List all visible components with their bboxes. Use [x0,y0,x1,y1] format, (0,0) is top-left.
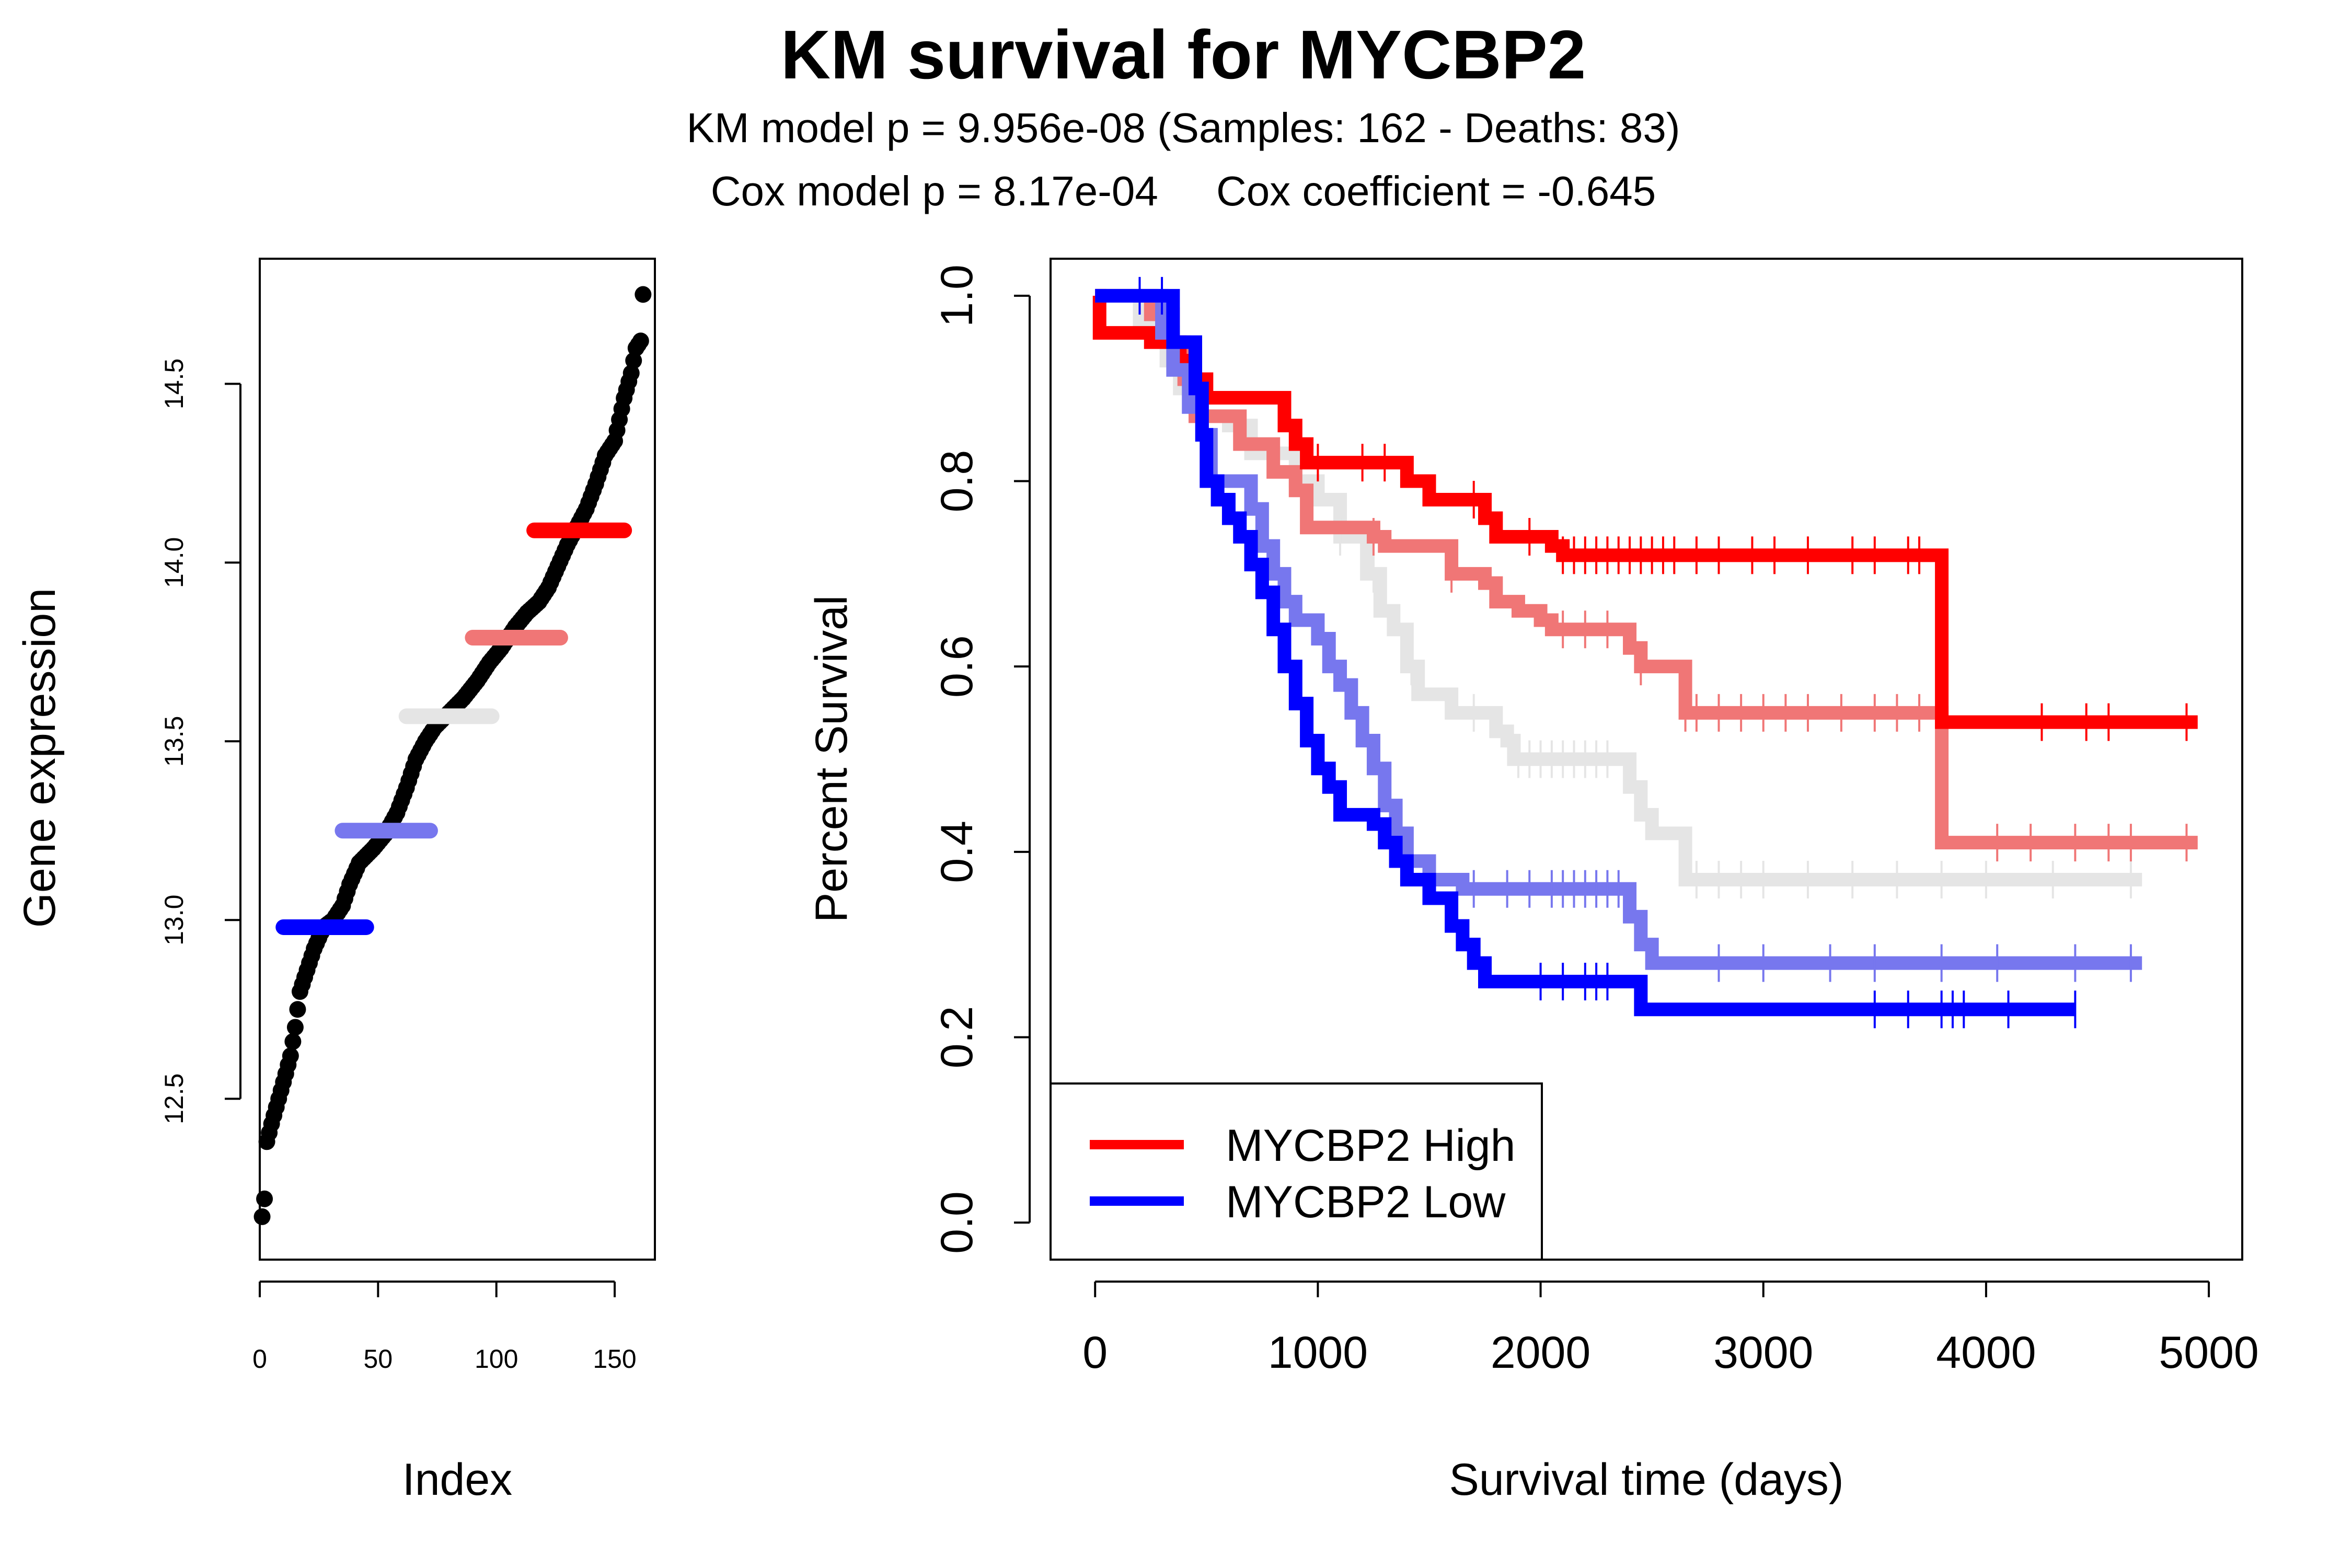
expression-point [284,1033,302,1050]
left-plot-frame [259,258,656,1261]
left-x-tick-label: 0 [252,1344,267,1374]
km-y-axis-label: Percent Survival [806,595,857,923]
expression-point [286,1019,304,1036]
expression-point [256,1190,273,1207]
km-x-axis: 0 1000 2000 3000 4000 5000 Survival time (days… [1082,1281,2259,1505]
left-x-tick-label: 150 [593,1344,636,1374]
left-y-tick-label: 14.5 [159,359,189,409]
km-y-tick-label: 0.8 [932,450,982,513]
km-x-tick-label: 2000 [1491,1328,1590,1378]
left-y-tick-label: 13.5 [159,716,189,767]
left-y-tick-label: 13.0 [159,895,189,946]
km-x-tick-label: 0 [1082,1328,1108,1378]
expression-scatter-panel: 0 50 100 150 Index 12.5 13.0 13.5 14.0 14.5 Gene e… [15,258,656,1505]
left-x-tick-label: 100 [475,1344,518,1374]
km-plot-frame [1050,258,2243,1261]
group-mean-markers [275,522,632,935]
chart-title: KM survival for MYCBP2 [781,16,1586,93]
left-x-axis: 0 50 100 150 Index [252,1281,637,1505]
km-curves [1092,276,2198,1029]
km-y-tick-label: 0.2 [932,1006,982,1069]
km-curve [1095,289,2076,1017]
left-x-axis-label: Index [402,1455,512,1505]
expression-point [289,1001,306,1018]
km-curve [1095,289,2142,887]
km-legend-box [1050,1082,1543,1261]
km-curve-group [1095,276,2077,1029]
km-x-tick-label: 4000 [1936,1328,2036,1378]
km-y-axis: 0.0 0.2 0.4 0.6 0.8 1.0 Percent Survival [806,264,1031,1254]
left-y-axis: 12.5 13.0 13.5 14.0 14.5 Gene expression [15,359,241,1124]
km-y-tick-label: 0.4 [932,821,982,883]
km-y-tick-label: 0.0 [932,1191,982,1254]
expression-point [282,1047,299,1065]
chart-subtitle-cox: Cox model p = 8.17e-04 Cox coefficient =… [711,168,1656,214]
km-x-axis-label: Survival time (days) [1449,1455,1843,1505]
km-legend: MYCBP2 High MYCBP2 Low [1050,1082,1543,1261]
km-curve-group [1095,289,2142,899]
expression-point [632,332,649,350]
left-y-axis-label: Gene expression [15,588,65,928]
chart-subtitle-km: KM model p = 9.956e-08 (Samples: 162 - D… [686,105,1680,151]
km-x-tick-label: 3000 [1713,1328,1813,1378]
expression-point [635,286,652,303]
km-survival-panel: 0 1000 2000 3000 4000 5000 Survival time (days… [806,258,2259,1505]
expression-points [253,286,652,1225]
left-x-tick-label: 50 [364,1344,393,1374]
left-y-tick-label: 12.5 [159,1074,189,1124]
km-legend-label: MYCBP2 High [1226,1121,1515,1171]
km-legend-label: MYCBP2 Low [1226,1177,1506,1227]
expression-point [625,352,642,369]
km-y-tick-label: 0.6 [932,635,982,698]
left-y-tick-label: 14.0 [159,537,189,588]
expression-point [253,1208,271,1225]
expression-point [622,364,640,382]
km-y-tick-label: 1.0 [932,264,982,327]
km-x-tick-label: 5000 [2159,1328,2258,1378]
km-x-tick-label: 1000 [1268,1328,1368,1378]
